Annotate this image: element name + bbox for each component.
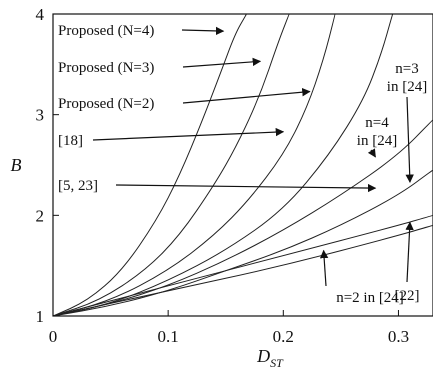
annotation: Proposed (N=4) — [58, 23, 225, 39]
x-axis-label: DST — [256, 346, 284, 370]
annotation-arrow — [181, 26, 225, 36]
series-line-7 — [53, 214, 433, 316]
annotation-arrow — [182, 88, 311, 104]
series-line-3 — [53, 14, 336, 316]
annotation-label: n=4 — [365, 115, 389, 131]
annotation: [18] — [58, 127, 285, 149]
annotation-label: n=2 in [24] — [336, 290, 404, 306]
y-tick-label: 2 — [36, 206, 45, 225]
x-axis-label-main: D — [256, 346, 270, 366]
axis-ticks: 0 0.1 0.2 0.3 1 2 3 4 — [36, 5, 410, 346]
annotation-arrow — [115, 183, 377, 193]
annotation: Proposed (N=3) — [58, 57, 262, 76]
series-line-5 — [53, 119, 433, 316]
annotation-arrow — [182, 57, 262, 68]
annotation-label: [5, 23] — [58, 178, 98, 194]
annotation-label: Proposed (N=2) — [58, 96, 154, 112]
x-tick-label: 0.2 — [273, 327, 294, 346]
series-line-4 — [53, 14, 394, 316]
data-curves — [53, 14, 433, 316]
annotation-label-line2: in [24] — [387, 79, 427, 95]
annotation-arrow — [319, 249, 329, 287]
annotation: n=3 in [24] — [387, 61, 427, 183]
series-line-8 — [53, 224, 433, 316]
annotation: n=2 in [24] — [319, 249, 404, 306]
x-tick-label: 0.1 — [158, 327, 179, 346]
annotation-label: Proposed (N=3) — [58, 60, 154, 76]
y-tick-label: 4 — [36, 5, 45, 24]
y-tick-label: 1 — [36, 307, 45, 326]
series-line-6 — [53, 169, 433, 316]
y-tick-label: 3 — [36, 106, 45, 125]
annotation: n=4 in [24] — [357, 115, 397, 158]
plot-area-frame — [52, 13, 433, 317]
annotation-label: [22] — [395, 288, 420, 304]
annotation-label: Proposed (N=4) — [58, 23, 154, 39]
series-line-1 — [53, 14, 247, 316]
annotations: Proposed (N=4) Proposed (N=3) Proposed (N=… — [58, 23, 427, 306]
x-axis-label-subscript: ST — [270, 356, 284, 370]
annotation-arrow — [92, 127, 285, 141]
annotation: Proposed (N=2) — [58, 88, 311, 112]
annotation-arrow — [405, 221, 414, 283]
x-tick-label: 0 — [49, 327, 58, 346]
annotation-arrow — [405, 96, 414, 183]
annotation-label: n=3 — [395, 61, 418, 77]
annotation-label: [18] — [58, 133, 83, 149]
annotation-label-line2: in [24] — [357, 133, 397, 149]
annotation-arrow — [367, 148, 376, 158]
annotation: [5, 23] — [58, 178, 377, 194]
y-axis-label: B — [11, 155, 22, 175]
x-tick-label: 0.3 — [388, 327, 409, 346]
annotation: [22] — [395, 221, 420, 304]
